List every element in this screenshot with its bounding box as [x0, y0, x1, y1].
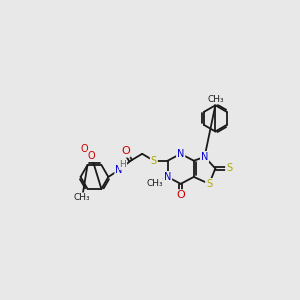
Text: S: S — [206, 179, 212, 189]
Text: N: N — [164, 172, 171, 182]
Text: O: O — [176, 190, 185, 200]
Text: O: O — [176, 190, 185, 200]
Text: CH₃: CH₃ — [207, 94, 224, 103]
Text: O: O — [81, 144, 88, 154]
Text: CH₃: CH₃ — [74, 193, 91, 202]
Text: N: N — [177, 149, 184, 159]
Text: N: N — [201, 152, 208, 162]
Text: S: S — [151, 156, 157, 166]
Text: H: H — [120, 160, 126, 169]
Text: CH₃: CH₃ — [147, 179, 164, 188]
Text: O: O — [88, 151, 95, 161]
Text: O: O — [121, 146, 130, 157]
Text: O: O — [88, 151, 95, 161]
Text: H: H — [120, 160, 126, 169]
Text: N: N — [116, 165, 123, 175]
Text: O: O — [121, 146, 130, 157]
Text: N: N — [164, 172, 171, 182]
Text: S: S — [226, 164, 232, 173]
Text: N: N — [177, 149, 184, 159]
Text: S: S — [226, 164, 232, 173]
Text: S: S — [206, 179, 212, 189]
Text: N: N — [201, 152, 208, 162]
Text: S: S — [151, 156, 157, 166]
Text: N: N — [116, 165, 123, 175]
